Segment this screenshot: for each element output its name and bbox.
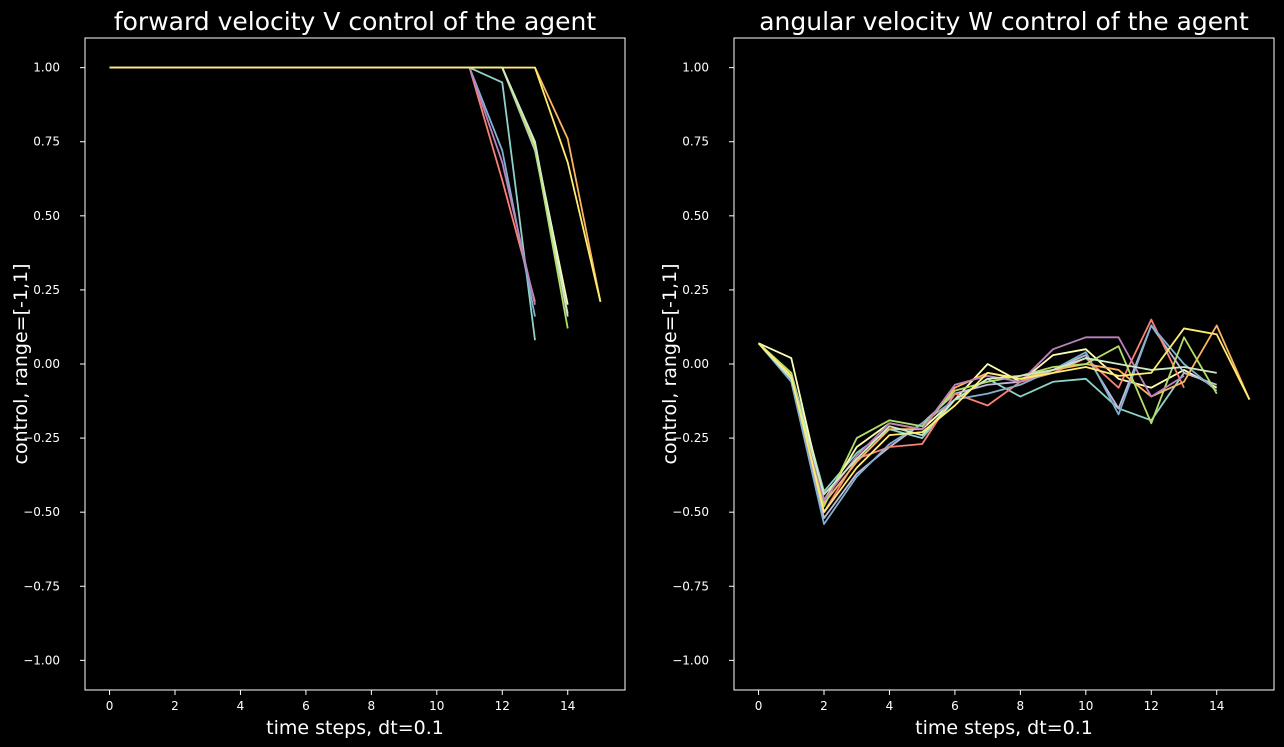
x-tick-label: 10 bbox=[1078, 699, 1093, 713]
y-axis-label: control, range=[-1,1] bbox=[10, 263, 32, 464]
y-tick-label: −0.50 bbox=[672, 505, 709, 519]
x-tick-label: 8 bbox=[368, 699, 376, 713]
x-axis-label: time steps, dt=0.1 bbox=[915, 717, 1093, 739]
y-tick-label: −0.25 bbox=[672, 431, 709, 445]
x-tick-label: 10 bbox=[429, 699, 444, 713]
y-tick-label: 1.00 bbox=[33, 61, 60, 75]
x-tick-label: 2 bbox=[171, 699, 179, 713]
x-tick-label: 4 bbox=[886, 699, 894, 713]
y-tick-label: −0.50 bbox=[23, 505, 60, 519]
series-line-8 bbox=[757, 336, 1185, 502]
chart-angular-velocity: angular velocity W control of the agent … bbox=[659, 7, 1275, 739]
x-tick-label: 8 bbox=[1017, 699, 1025, 713]
y-tick-label: 0.75 bbox=[33, 135, 60, 149]
x-tick-label: 4 bbox=[237, 699, 245, 713]
y-tick-label: −0.25 bbox=[23, 431, 60, 445]
y-tick-label: 0.75 bbox=[682, 135, 709, 149]
y-tick-label: −1.00 bbox=[23, 653, 60, 667]
series-line-5 bbox=[757, 324, 1218, 525]
y-tick-label: −1.00 bbox=[672, 653, 709, 667]
y-tick-label: 0.00 bbox=[33, 357, 60, 371]
chart-forward-velocity: forward velocity V control of the agent … bbox=[10, 7, 626, 739]
chart-title: angular velocity W control of the agent bbox=[759, 7, 1249, 36]
y-tick-label: 0.50 bbox=[682, 209, 709, 223]
plot-area: 0 2 4 6 8 10 12 14 1.00 0.75 0.50 0.25 0.00 −0.25 −0.5… bbox=[672, 37, 1275, 713]
y-tick-label: −0.75 bbox=[23, 579, 60, 593]
x-tick-label: 6 bbox=[302, 699, 310, 713]
x-tick-label: 14 bbox=[560, 699, 575, 713]
x-tick-label: 0 bbox=[755, 699, 763, 713]
y-tick-label: 0.00 bbox=[682, 357, 709, 371]
y-tick-label: 0.50 bbox=[33, 209, 60, 223]
y-tick-label: 0.25 bbox=[682, 283, 709, 297]
plot-area: 0 2 4 6 8 10 12 14 1.00 0.75 0.50 0.25 0.00 −0.25 −0.5… bbox=[23, 37, 626, 713]
y-tick-label: −0.75 bbox=[672, 579, 709, 593]
y-tick-label: 0.25 bbox=[33, 283, 60, 297]
x-tick-label: 12 bbox=[495, 699, 510, 713]
x-tick-label: 2 bbox=[820, 699, 828, 713]
chart-title: forward velocity V control of the agent bbox=[114, 7, 597, 36]
series-line-10 bbox=[109, 66, 602, 302]
series-line-9 bbox=[757, 342, 1217, 496]
y-tick-label: 1.00 bbox=[682, 61, 709, 75]
x-axis-label: time steps, dt=0.1 bbox=[266, 717, 444, 739]
series-line-10 bbox=[757, 327, 1251, 514]
x-tick-label: 0 bbox=[106, 699, 114, 713]
x-tick-label: 6 bbox=[951, 699, 959, 713]
x-tick-label: 14 bbox=[1209, 699, 1224, 713]
y-axis-label: control, range=[-1,1] bbox=[659, 263, 681, 464]
x-tick-label: 12 bbox=[1144, 699, 1159, 713]
